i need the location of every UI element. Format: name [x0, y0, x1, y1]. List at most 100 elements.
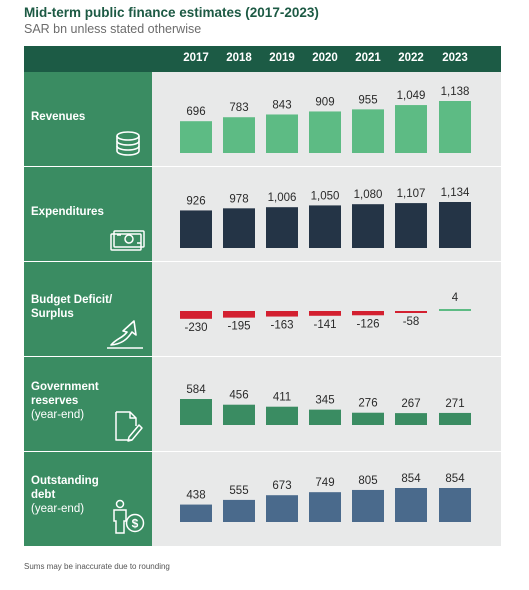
bar-debt-2020 — [309, 492, 341, 522]
value-label-reserves-2019: 411 — [273, 392, 291, 404]
value-label-deficit-2018: -195 — [227, 321, 250, 333]
bar-debt-2017 — [180, 504, 212, 522]
value-label-revenues-2018: 783 — [229, 102, 248, 114]
value-label-deficit-2020: -141 — [313, 319, 336, 331]
bar-revenues-2021 — [352, 109, 384, 153]
value-label-debt-2022: 854 — [401, 473, 421, 485]
chart-title: Mid-term public finance estimates (2017-… — [24, 5, 319, 20]
person-dollar-icon: $ — [113, 499, 145, 534]
footnote: Sums may be inaccurate due to rounding — [24, 562, 170, 571]
chart-subtitle: SAR bn unless stated otherwise — [24, 22, 202, 36]
value-label-debt-2019: 673 — [272, 480, 291, 492]
value-label-expenditures-2023: 1,134 — [441, 187, 470, 199]
value-label-deficit-2017: -230 — [184, 322, 207, 334]
year-header-2023: 2023 — [442, 52, 468, 64]
value-label-revenues-2019: 843 — [272, 99, 291, 111]
bar-debt-2019 — [266, 495, 298, 522]
year-header-2020: 2020 — [312, 52, 338, 64]
year-header-2018: 2018 — [226, 52, 252, 64]
bar-reserves-2018 — [223, 404, 255, 425]
bar-reserves-2017 — [180, 399, 212, 425]
bar-deficit-2021 — [352, 311, 384, 316]
value-label-deficit-2019: -163 — [270, 320, 293, 332]
banknotes-icon — [110, 230, 145, 251]
bar-debt-2022 — [395, 488, 427, 522]
bar-revenues-2022 — [395, 105, 427, 153]
bar-expenditures-2022 — [395, 203, 427, 248]
bar-deficit-2019 — [266, 311, 298, 317]
bar-reserves-2021 — [352, 412, 384, 425]
bar-deficit-2017 — [180, 311, 212, 319]
bar-revenues-2017 — [180, 121, 212, 153]
bar-expenditures-2018 — [223, 208, 255, 248]
value-label-deficit-2021: -126 — [356, 318, 379, 330]
bar-revenues-2019 — [266, 114, 298, 153]
bar-expenditures-2020 — [309, 205, 341, 248]
bar-deficit-2018 — [223, 311, 255, 318]
value-label-expenditures-2019: 1,006 — [268, 192, 297, 204]
coins-icon — [116, 131, 140, 156]
row-label-expenditures: Expenditures — [31, 205, 104, 219]
row-separator — [24, 356, 501, 357]
value-label-reserves-2021: 276 — [358, 398, 377, 410]
bar-reserves-2022 — [395, 413, 427, 425]
row-title: Revenues — [31, 111, 86, 123]
value-label-debt-2021: 805 — [358, 475, 377, 487]
value-label-reserves-2023: 271 — [445, 398, 464, 410]
bar-expenditures-2023 — [439, 202, 471, 248]
value-label-expenditures-2017: 926 — [186, 195, 205, 207]
bar-deficit-2020 — [309, 311, 341, 316]
bar-deficit-2022 — [395, 311, 427, 313]
value-label-expenditures-2021: 1,080 — [354, 189, 383, 201]
value-label-expenditures-2018: 978 — [229, 193, 248, 205]
value-label-reserves-2017: 584 — [186, 384, 206, 396]
year-header-2021: 2021 — [355, 52, 381, 64]
bar-expenditures-2017 — [180, 210, 212, 248]
value-label-deficit-2023: 4 — [452, 292, 459, 304]
row-title: Expenditures — [31, 206, 104, 218]
row-subtitle: (year-end) — [31, 503, 85, 515]
value-label-debt-2023: 854 — [445, 473, 465, 485]
value-label-deficit-2022: -58 — [403, 316, 420, 328]
row-separator — [24, 451, 501, 452]
bar-revenues-2018 — [223, 117, 255, 153]
row-separator — [24, 261, 501, 262]
row-title: Budget Deficit/ Surplus — [31, 294, 113, 320]
document-pen-icon — [115, 411, 143, 442]
year-header-2019: 2019 — [269, 52, 295, 64]
bar-reserves-2020 — [309, 409, 341, 425]
row-label-budget-balance: Budget Deficit/ Surplus — [31, 293, 127, 321]
svg-text:$: $ — [132, 517, 139, 531]
value-label-revenues-2023: 1,138 — [441, 86, 470, 98]
year-header-band — [24, 46, 501, 72]
value-label-debt-2020: 749 — [315, 477, 334, 489]
row-separator — [24, 166, 501, 167]
bar-reserves-2019 — [266, 406, 298, 425]
bar-revenues-2020 — [309, 111, 341, 153]
value-label-reserves-2022: 267 — [401, 398, 420, 410]
value-label-debt-2018: 555 — [229, 485, 248, 497]
bar-debt-2018 — [223, 499, 255, 522]
value-label-debt-2017: 438 — [186, 490, 205, 502]
year-header-2022: 2022 — [398, 52, 424, 64]
value-label-revenues-2021: 955 — [358, 94, 377, 106]
bar-revenues-2023 — [439, 101, 471, 153]
row-label-revenues: Revenues — [31, 110, 85, 124]
bar-expenditures-2019 — [266, 207, 298, 248]
row-label-government-reserves: Government reserves (year-end) — [31, 380, 115, 422]
value-label-expenditures-2022: 1,107 — [397, 188, 426, 200]
rising-arrow-icon — [107, 320, 143, 349]
row-title: Government reserves — [31, 381, 99, 407]
category-label-column — [24, 72, 152, 546]
value-label-expenditures-2020: 1,050 — [311, 190, 340, 202]
bar-debt-2021 — [352, 489, 384, 522]
bar-reserves-2023 — [439, 412, 471, 425]
value-label-revenues-2017: 696 — [186, 106, 205, 118]
value-label-revenues-2020: 909 — [315, 96, 334, 108]
row-subtitle: (year-end) — [31, 409, 85, 421]
bar-debt-2023 — [439, 488, 471, 522]
value-label-reserves-2020: 345 — [315, 395, 334, 407]
row-label-outstanding-debt: Outstanding debt (year-end) — [31, 474, 115, 516]
bar-deficit-2023 — [439, 309, 471, 311]
